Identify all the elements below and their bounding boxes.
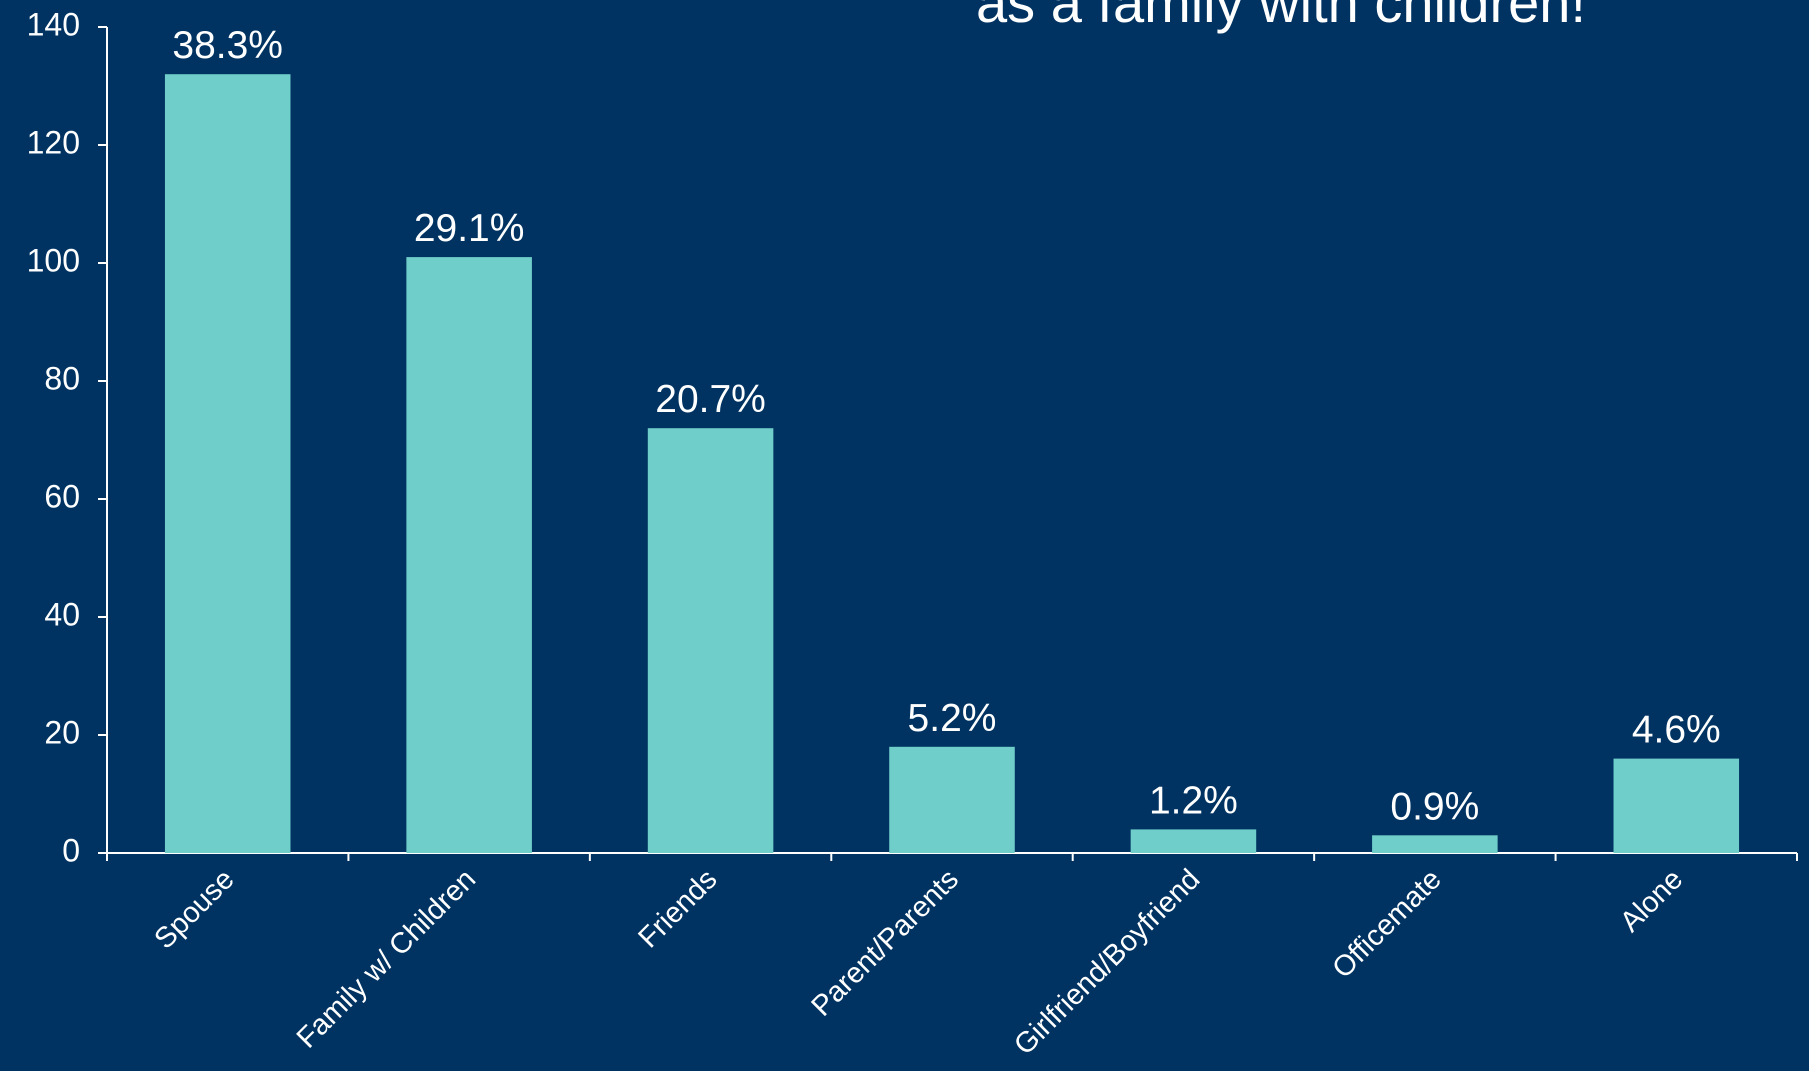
y-tick-label: 20 bbox=[44, 714, 80, 750]
y-tick-label: 60 bbox=[44, 478, 80, 514]
bar bbox=[889, 746, 1015, 853]
bar-label: 38.3% bbox=[172, 24, 283, 67]
bar-label: 20.7% bbox=[655, 378, 766, 421]
bar-label: 0.9% bbox=[1390, 785, 1479, 828]
y-tick-label: 140 bbox=[27, 6, 80, 42]
bar-label: 5.2% bbox=[908, 697, 997, 740]
bar-label: 1.2% bbox=[1149, 779, 1238, 822]
bar-label: 4.6% bbox=[1632, 709, 1721, 752]
y-tick-label: 0 bbox=[62, 832, 80, 868]
bar bbox=[647, 428, 774, 853]
bar bbox=[1130, 829, 1257, 853]
bar bbox=[1372, 835, 1498, 853]
bar bbox=[1613, 758, 1740, 853]
y-tick-label: 40 bbox=[44, 596, 80, 632]
y-tick-label: 120 bbox=[27, 124, 80, 160]
y-tick-label: 80 bbox=[44, 360, 80, 396]
y-tick-label: 100 bbox=[27, 242, 80, 278]
bar-label: 29.1% bbox=[414, 207, 525, 250]
bar bbox=[164, 74, 291, 853]
chart-title: as a family with children! bbox=[976, 0, 1586, 34]
bar bbox=[406, 257, 532, 854]
